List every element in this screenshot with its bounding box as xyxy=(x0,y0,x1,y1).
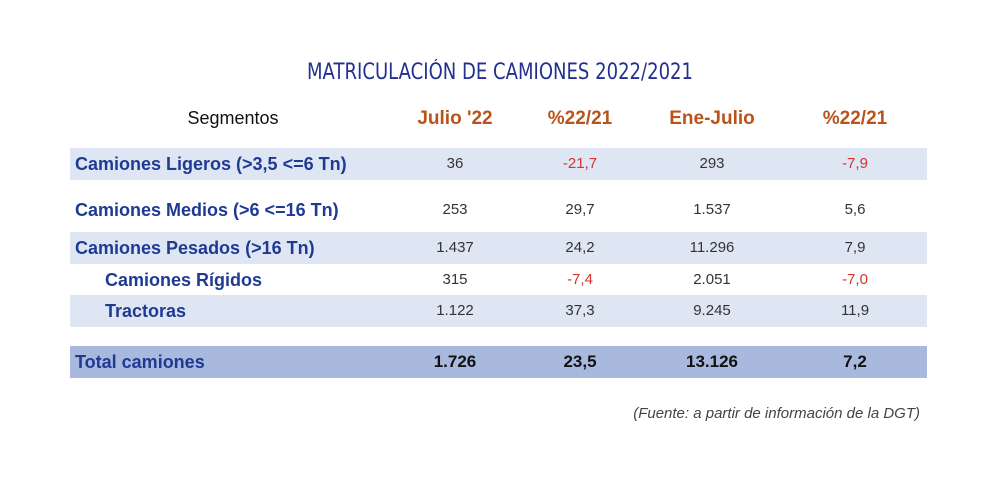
total-row: Total camiones 1.726 23,5 13.126 7,2 xyxy=(70,346,927,378)
table-cell: 29,7 xyxy=(565,201,595,218)
table-cell: -7,4 xyxy=(567,271,593,288)
table-cell: 7,9 xyxy=(844,239,866,256)
table-cell: 1.537 xyxy=(693,201,731,218)
table-cell: 24,2 xyxy=(565,239,595,256)
table-cell: 1.122 xyxy=(436,302,474,319)
table-cell: -21,7 xyxy=(562,155,598,172)
row-label: Camiones Rígidos xyxy=(105,270,263,290)
table-cell: 293 xyxy=(699,155,725,172)
table-cell: 37,3 xyxy=(565,302,595,319)
table-cell: 1.726 xyxy=(433,352,477,371)
table-cell: 2.051 xyxy=(693,271,731,288)
table-row: Camiones Pesados (>16 Tn) 1.437 24,2 11.296… xyxy=(70,232,927,264)
column-header: %22/21 xyxy=(547,108,613,129)
table-cell: 9.245 xyxy=(693,302,731,319)
table-cell: -7,0 xyxy=(842,271,868,288)
source-note: (Fuente: a partir de información de la D… xyxy=(633,405,920,422)
column-header: Segmentos xyxy=(187,108,279,128)
table-cell: 1.437 xyxy=(436,239,474,256)
table-row: Camiones Ligeros (>3,5 <=6 Tn) 36 -21,7 293… xyxy=(70,148,927,180)
column-header: %22/21 xyxy=(822,108,888,129)
row-label: Camiones Medios (>6 <=16 Tn) xyxy=(75,200,339,220)
row-label: Camiones Pesados (>16 Tn) xyxy=(75,238,315,258)
table-cell: 11.296 xyxy=(689,239,735,256)
row-label: Camiones Ligeros (>3,5 <=6 Tn) xyxy=(75,154,347,174)
title: MATRICULACIÓN DE CAMIONES 2022/2021 xyxy=(306,60,694,85)
table-cell: 5,6 xyxy=(844,201,866,218)
table-cell: 36 xyxy=(446,155,464,172)
table-cell: -7,9 xyxy=(842,155,868,172)
table-row: Camiones Medios (>6 <=16 Tn) 253 29,7 1.537… xyxy=(70,194,927,226)
table-cell: 13.126 xyxy=(686,352,738,371)
column-header: Julio '22 xyxy=(417,108,493,129)
column-header: Ene-Julio xyxy=(669,108,755,129)
row-label: Tractoras xyxy=(105,301,187,321)
table-cell: 253 xyxy=(442,201,468,218)
table-cell: 7,2 xyxy=(843,352,867,371)
table-row: Camiones Rígidos 315 -7,4 2.051 -7,0 xyxy=(70,264,927,296)
row-label: Total camiones xyxy=(75,352,205,372)
table-cell: 11,9 xyxy=(840,302,870,319)
table-row: Tractoras 1.122 37,3 9.245 11,9 xyxy=(70,295,927,327)
table-cell: 23,5 xyxy=(563,352,597,371)
table-cell: 315 xyxy=(442,271,468,288)
